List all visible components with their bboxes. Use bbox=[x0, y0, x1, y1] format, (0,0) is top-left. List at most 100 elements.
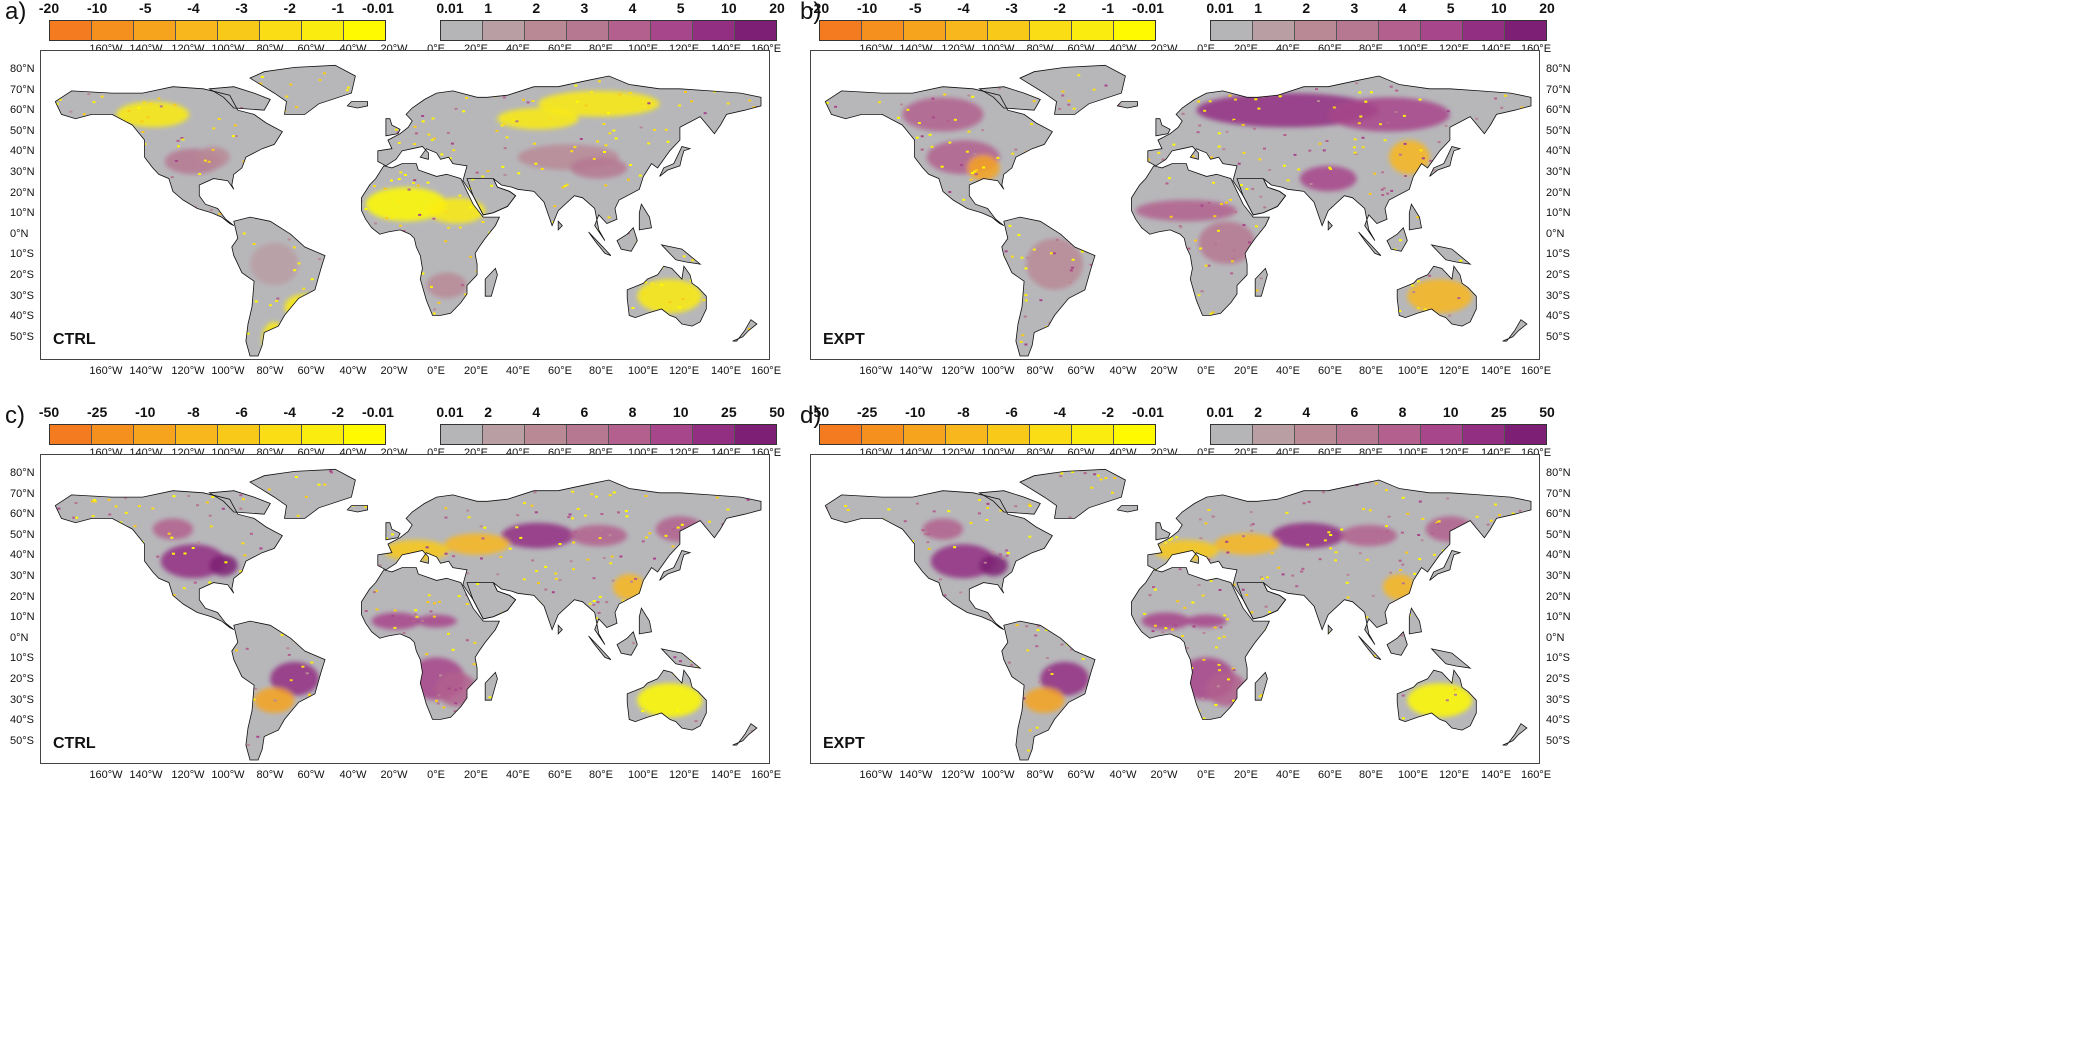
anomaly-speckle bbox=[282, 752, 285, 755]
anomaly-speckle bbox=[1303, 642, 1307, 645]
map-lon-tick: 40°W bbox=[1109, 365, 1137, 377]
anomaly-speckle bbox=[41, 149, 44, 151]
anomaly-speckle bbox=[69, 602, 73, 605]
anomaly-speckle bbox=[1204, 760, 1207, 762]
anomaly-speckle bbox=[492, 707, 496, 709]
south-america-coastline bbox=[231, 620, 326, 761]
anomaly-speckle bbox=[365, 718, 368, 721]
anomaly-speckle bbox=[852, 558, 856, 561]
latitude-tick: 40°S bbox=[1546, 714, 1570, 727]
anomaly-patch bbox=[428, 197, 486, 224]
anomaly-speckle bbox=[450, 142, 454, 145]
anomaly-speckle bbox=[1524, 67, 1528, 70]
anomaly-speckle bbox=[1410, 599, 1414, 602]
anomaly-speckle bbox=[755, 164, 759, 167]
iceland-land bbox=[347, 101, 368, 108]
anomaly-speckle bbox=[1533, 698, 1536, 700]
colorbar-value: -3 bbox=[235, 0, 248, 16]
anomaly-speckle bbox=[555, 308, 559, 311]
anomaly-speckle bbox=[1486, 523, 1490, 526]
anomaly-speckle bbox=[444, 507, 448, 510]
anomaly-speckle bbox=[407, 188, 411, 191]
anomaly-speckle bbox=[1447, 469, 1451, 471]
anomaly-speckle bbox=[105, 469, 109, 472]
anomaly-speckle bbox=[874, 695, 878, 698]
anomaly-speckle bbox=[1525, 91, 1529, 94]
anomaly-speckle bbox=[1323, 539, 1327, 542]
anomaly-speckle bbox=[1334, 559, 1337, 562]
latitude-tick: 40°N bbox=[1546, 549, 1571, 562]
japan-land bbox=[1429, 550, 1460, 581]
anomaly-speckle bbox=[1435, 593, 1439, 596]
anomaly-speckle bbox=[671, 528, 675, 530]
anomaly-speckle bbox=[843, 223, 847, 226]
anomaly-speckle bbox=[900, 623, 904, 626]
anomaly-speckle bbox=[540, 623, 544, 626]
anomaly-speckle bbox=[1078, 549, 1082, 552]
anomaly-speckle bbox=[95, 588, 99, 591]
anomaly-speckle bbox=[345, 89, 349, 92]
anomaly-speckle bbox=[264, 65, 268, 66]
anomaly-speckle bbox=[1430, 715, 1434, 718]
anomaly-speckle bbox=[858, 350, 862, 352]
anomaly-speckle bbox=[361, 640, 365, 643]
anomaly-speckle bbox=[716, 253, 720, 256]
anomaly-speckle bbox=[1446, 497, 1450, 500]
anomaly-speckle bbox=[354, 336, 358, 339]
anomaly-speckle bbox=[1241, 588, 1245, 591]
anomaly-speckle bbox=[372, 540, 376, 543]
anomaly-speckle bbox=[842, 316, 846, 319]
anomaly-speckle bbox=[340, 170, 344, 173]
colorbar-cell bbox=[862, 425, 904, 444]
map-panel: c) -50 -25 -10 -8 -6 -4 -2 -0.01 0.01 2 4 6 8 10 25 50 16… bbox=[5, 402, 810, 794]
anomaly-speckle bbox=[825, 608, 827, 611]
anomaly-speckle bbox=[433, 308, 437, 311]
colorbar-cell bbox=[1211, 425, 1253, 444]
anomaly-speckle bbox=[101, 330, 105, 333]
anomaly-speckle bbox=[1251, 300, 1255, 303]
anomaly-speckle bbox=[1512, 652, 1516, 655]
anomaly-speckle bbox=[1071, 258, 1075, 261]
anomaly-speckle bbox=[1030, 123, 1033, 125]
anomaly-speckle bbox=[1328, 479, 1332, 482]
anomaly-speckle bbox=[830, 222, 834, 225]
anomaly-speckle bbox=[139, 187, 143, 190]
anomaly-speckle bbox=[1336, 719, 1339, 722]
anomaly-speckle bbox=[826, 274, 830, 277]
anomaly-speckle bbox=[379, 672, 383, 675]
anomaly-speckle bbox=[393, 54, 396, 56]
anomaly-speckle bbox=[1149, 505, 1153, 508]
anomaly-speckle bbox=[41, 541, 44, 543]
anomaly-speckle bbox=[1304, 228, 1308, 231]
anomaly-speckle bbox=[950, 63, 953, 65]
anomaly-speckle bbox=[1187, 247, 1191, 250]
anomaly-speckle bbox=[494, 737, 498, 740]
anomaly-speckle bbox=[310, 661, 314, 664]
colorbar-value: 25 bbox=[1491, 404, 1507, 420]
anomaly-speckle bbox=[225, 760, 228, 762]
anomaly-speckle bbox=[130, 620, 134, 623]
anomaly-speckle bbox=[871, 190, 875, 193]
anomaly-speckle bbox=[1361, 136, 1365, 139]
anomaly-speckle bbox=[1327, 531, 1331, 534]
anomaly-speckle bbox=[400, 650, 404, 653]
anomaly-speckle bbox=[387, 82, 391, 84]
anomaly-speckle bbox=[618, 273, 622, 276]
anomaly-speckle bbox=[923, 469, 927, 472]
new-guinea-coastline bbox=[660, 648, 702, 669]
anomaly-speckle bbox=[833, 465, 836, 467]
anomaly-speckle bbox=[1390, 664, 1394, 666]
anomaly-speckle bbox=[1427, 328, 1431, 331]
anomaly-speckle bbox=[479, 681, 482, 684]
sri-lanka-land bbox=[1328, 221, 1333, 230]
anomaly-speckle bbox=[1368, 192, 1372, 195]
anomaly-speckle bbox=[1294, 660, 1298, 663]
map-lon-tick: 80°E bbox=[589, 769, 613, 781]
anomaly-speckle bbox=[526, 101, 530, 104]
anomaly-speckle bbox=[217, 483, 221, 486]
anomaly-speckle bbox=[1048, 321, 1052, 324]
anomaly-speckle bbox=[1039, 299, 1043, 302]
anomaly-speckle bbox=[522, 618, 526, 621]
new-guinea-land bbox=[1431, 244, 1471, 265]
anomaly-speckle bbox=[234, 135, 238, 138]
